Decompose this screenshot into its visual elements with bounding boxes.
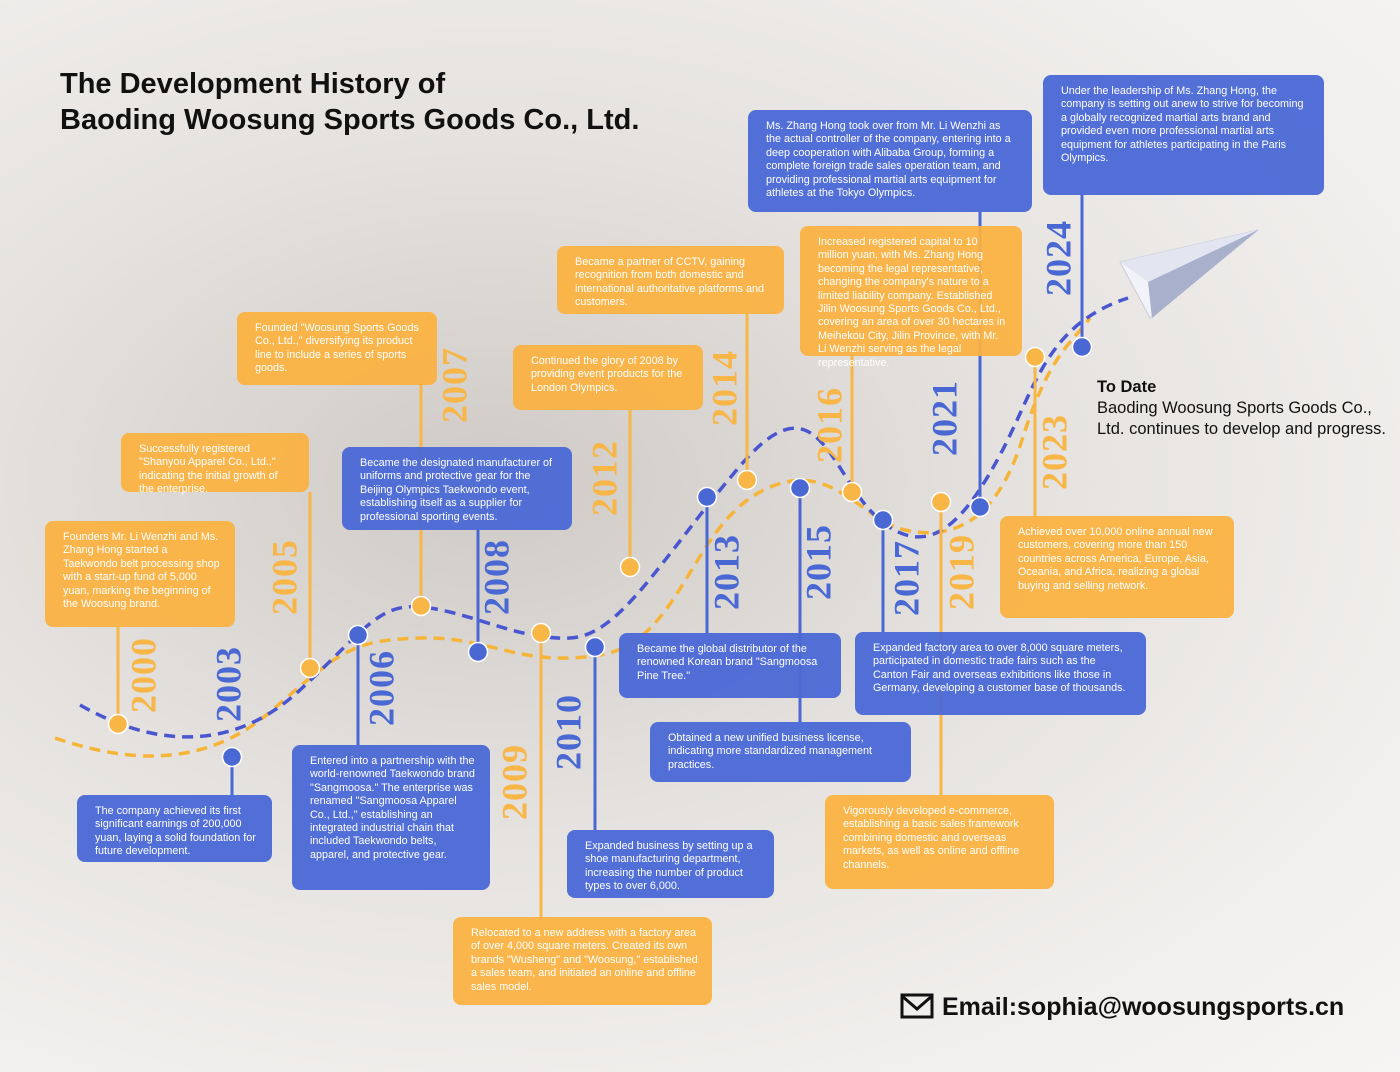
year-label: 2023	[1034, 414, 1074, 490]
year-label: 2005	[264, 539, 304, 615]
year-label: 2017	[886, 540, 926, 616]
event-text: Relocated to a new address with a factor…	[453, 917, 712, 1005]
title-line: The Development History of	[60, 68, 446, 100]
to-date-heading: To Date	[1097, 378, 1157, 396]
event-text: Ms. Zhang Hong took over from Mr. Li Wen…	[748, 110, 1032, 212]
year-label: 2019	[941, 534, 981, 610]
event-text: Expanded factory area to over 8,000 squa…	[855, 632, 1146, 715]
year-label: 2014	[704, 350, 744, 426]
milestone-dot	[1024, 346, 1046, 368]
event-text: Became a partner of CCTV, gaining recogn…	[557, 246, 784, 314]
milestone-dot	[789, 477, 811, 499]
milestone-dot	[530, 622, 552, 644]
milestone-dot	[841, 481, 863, 503]
title-line: Baoding Woosung Sports Goods Co., Ltd.	[60, 104, 640, 136]
event-text: Increased registered capital to 10 milli…	[800, 226, 1022, 369]
year-label: 2008	[476, 539, 516, 615]
year-label: 2021	[924, 380, 964, 456]
event-text: Successfully registered "Shanyou Apparel…	[121, 433, 309, 495]
year-label: 2007	[434, 347, 474, 423]
envelope	[900, 993, 934, 1019]
event-text: Obtained a new unified business license,…	[650, 722, 911, 782]
milestone-dot	[467, 641, 489, 663]
year-label: 2009	[494, 744, 534, 820]
email: Email:sophia@woosungsports.cn	[942, 993, 1345, 1021]
event-text: Under the leadership of Ms. Zhang Hong, …	[1043, 75, 1324, 195]
milestone-dot	[619, 556, 641, 578]
paper-plane-fold	[1120, 230, 1258, 282]
event-text: Continued the glory of 2008 by providing…	[513, 345, 703, 410]
year-label: 2010	[548, 694, 588, 770]
milestone-dot	[584, 636, 606, 658]
event-text: Founders Mr. Li Wenzhi and Ms. Zhang Hon…	[45, 521, 235, 627]
event-text: Entered into a partnership with the worl…	[292, 745, 490, 890]
milestone-dot	[221, 746, 243, 768]
event-text: Achieved over 10,000 online annual new c…	[1000, 516, 1234, 618]
milestone-dot	[107, 713, 129, 735]
milestone-dot	[930, 491, 952, 513]
title: The Development History of Baoding Woosu…	[60, 66, 639, 138]
event-text: Became the global distributor of the ren…	[619, 633, 841, 698]
milestone-dot	[410, 595, 432, 617]
event-text: Vigorously developed e-commerce, establi…	[825, 795, 1054, 889]
year-label: 2006	[361, 650, 401, 726]
milestone-dot	[872, 509, 894, 531]
year-label: 2003	[208, 646, 248, 722]
milestone-dot	[347, 624, 369, 646]
event-text: Founded "Woosung Sports Goods Co., Ltd.,…	[237, 312, 437, 385]
envelope-flap	[901, 994, 933, 1011]
event-text: Became the designated manufacturer of un…	[342, 447, 572, 530]
orange-curve	[54, 316, 1092, 758]
milestone-dot	[696, 486, 718, 508]
year-label: 2000	[123, 637, 163, 713]
email-icon	[900, 993, 934, 1019]
year-label: 2013	[706, 534, 746, 610]
year-label: 2024	[1038, 220, 1078, 296]
event-text: Expanded business by setting up a shoe m…	[567, 830, 774, 898]
milestone-dot	[1071, 336, 1093, 358]
event-text: The company achieved its first significa…	[77, 795, 272, 862]
year-label: 2012	[584, 440, 624, 516]
to-date-text: Baoding Woosung Sports Goods Co., Ltd. c…	[1097, 399, 1386, 438]
to-date: To Date Baoding Woosung Sports Goods Co.…	[1097, 377, 1387, 440]
milestone-dot	[299, 657, 321, 679]
milestone-dot	[969, 496, 991, 518]
milestone-dot	[736, 469, 758, 491]
year-label: 2016	[809, 387, 849, 463]
paper-plane-wing	[1148, 230, 1258, 318]
year-label: 2015	[798, 524, 838, 600]
